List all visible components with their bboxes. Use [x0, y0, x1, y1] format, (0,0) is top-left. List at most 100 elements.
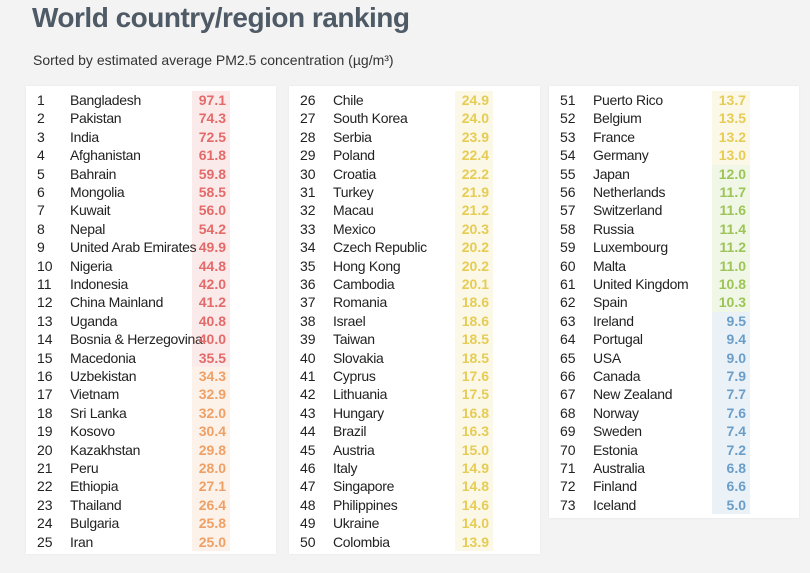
pm25-value-cell: 13.9	[455, 532, 493, 551]
rank-number: 71	[560, 460, 576, 476]
table-row: 5 Bahrain 59.8	[26, 164, 230, 183]
table-row: 38 Israel 18.6	[289, 311, 493, 331]
rank-number: 19	[37, 423, 53, 440]
country-name: Thailand	[70, 496, 122, 513]
country-name: China Mainland	[70, 294, 164, 311]
table-row: 6 Mongolia 58.5	[26, 183, 230, 202]
rank-number: 43	[300, 404, 316, 421]
country-name: Belgium	[593, 110, 642, 127]
country-name: Spain	[593, 294, 628, 311]
country-name: Ukraine	[333, 515, 380, 532]
table-row: 56 Netherlands 11.7	[549, 183, 750, 202]
table-row: 41 Cyprus 17.6	[289, 367, 493, 386]
pm25-value-cell: 12.0	[712, 164, 750, 183]
pm25-value-cell: 32.0	[192, 403, 230, 423]
table-row: 35 Hong Kong 20.2	[289, 256, 493, 275]
rank-number: 27	[300, 110, 316, 127]
pm25-value-cell: 14.9	[455, 459, 493, 478]
pm25-value-cell: 7.4	[712, 422, 750, 441]
rank-number: 30	[300, 165, 316, 182]
pm25-value-cell: 42.0	[192, 275, 230, 294]
country-name: Czech Republic	[333, 239, 427, 256]
rank-number: 38	[300, 312, 316, 329]
country-name: Philippines	[333, 496, 398, 513]
rank-number: 17	[37, 386, 53, 403]
rank-number: 35	[300, 257, 316, 274]
pm25-value-cell: 23.9	[455, 127, 493, 147]
rank-number: 46	[300, 460, 316, 476]
pm25-value-cell: 11.6	[712, 201, 750, 220]
table-row: 12 China Mainland 41.2	[26, 293, 230, 312]
table-row: 42 Lithuania 17.5	[289, 385, 493, 404]
table-row: 43 Hungary 16.8	[289, 403, 493, 423]
table-row: 64 Portugal 9.4	[549, 330, 750, 349]
rank-number: 47	[300, 478, 316, 495]
rank-number: 33	[300, 220, 316, 237]
country-name: Bosnia & Herzegovina	[70, 331, 203, 348]
pm25-value-cell: 28.0	[192, 459, 230, 478]
table-row: 55 Japan 12.0	[549, 164, 750, 183]
country-name: India	[70, 128, 99, 145]
table-row: 72 Finland 6.6	[549, 477, 750, 496]
rank-number: 39	[300, 331, 316, 348]
table-row: 61 United Kingdom 10.8	[549, 275, 750, 294]
rank-number: 12	[37, 294, 53, 311]
table-row: 71 Australia 6.8	[549, 459, 750, 478]
rank-number: 34	[300, 239, 316, 256]
table-row: 37 Romania 18.6	[289, 293, 493, 312]
country-name: Nigeria	[70, 257, 113, 274]
pm25-value-cell: 18.5	[455, 330, 493, 349]
pm25-value-cell: 18.6	[455, 311, 493, 331]
table-row: 18 Sri Lanka 32.0	[26, 403, 230, 423]
country-name: Kuwait	[70, 202, 111, 219]
table-row: 15 Macedonia 35.5	[26, 348, 230, 367]
table-row: 54 Germany 13.0	[549, 146, 750, 165]
country-name: Singapore	[333, 478, 395, 495]
pm25-value-cell: 15.0	[455, 440, 493, 459]
ranking-column-2: 26 Chile 24.9 27 South Korea 24.0 28 Serbia 23.9…	[289, 86, 540, 554]
rank-number: 56	[560, 184, 576, 200]
pm25-value-cell: 9.4	[712, 330, 750, 349]
country-name: Hong Kong	[333, 257, 401, 274]
pm25-value-cell: 24.0	[455, 109, 493, 128]
rank-number: 62	[560, 294, 576, 311]
table-row: 59 Luxembourg 11.2	[549, 238, 750, 257]
country-name: Nepal	[70, 220, 106, 237]
rank-number: 50	[300, 533, 316, 550]
pm25-value-cell: 74.3	[192, 109, 230, 128]
table-row: 73 Iceland 5.0	[549, 495, 750, 515]
table-row: 25 Iran 25.0	[26, 532, 230, 551]
pm25-value-cell: 21.9	[455, 183, 493, 202]
table-row: 44 Brazil 16.3	[289, 422, 493, 441]
rank-number: 61	[560, 276, 576, 292]
rank-number: 41	[300, 368, 316, 384]
table-row: 51 Puerto Rico 13.7	[549, 91, 750, 110]
country-name: Taiwan	[333, 331, 375, 348]
pm25-value-cell: 26.4	[192, 495, 230, 515]
rank-number: 22	[37, 478, 53, 495]
rank-number: 63	[560, 312, 576, 329]
country-name: Turkey	[333, 184, 374, 200]
pm25-value-cell: 9.5	[712, 311, 750, 331]
country-name: Lithuania	[333, 386, 388, 403]
ranking-column-1: 1 Bangladesh 97.1 2 Pakistan 74.3 3 India 72.5 4 A…	[26, 86, 276, 554]
table-row: 14 Bosnia & Herzegovina 40.0	[26, 330, 230, 349]
rank-number: 21	[37, 460, 53, 476]
rank-number: 23	[37, 496, 53, 513]
pm25-value-cell: 11.2	[712, 238, 750, 257]
pm25-value-cell: 30.4	[192, 422, 230, 441]
country-name: France	[593, 128, 635, 145]
rank-number: 55	[560, 165, 576, 182]
country-name: Estonia	[593, 441, 638, 458]
rank-number: 11	[37, 276, 52, 292]
pm25-value-cell: 7.6	[712, 403, 750, 423]
rank-number: 59	[560, 239, 576, 256]
country-name: New Zealand	[593, 386, 673, 403]
rank-number: 40	[300, 349, 316, 366]
rank-number: 1	[37, 92, 45, 108]
pm25-value-cell: 6.8	[712, 459, 750, 478]
rank-number: 26	[300, 92, 316, 108]
country-name: Mexico	[333, 220, 376, 237]
country-name: Cambodia	[333, 276, 395, 292]
table-row: 9 United Arab Emirates 49.9	[26, 238, 230, 257]
